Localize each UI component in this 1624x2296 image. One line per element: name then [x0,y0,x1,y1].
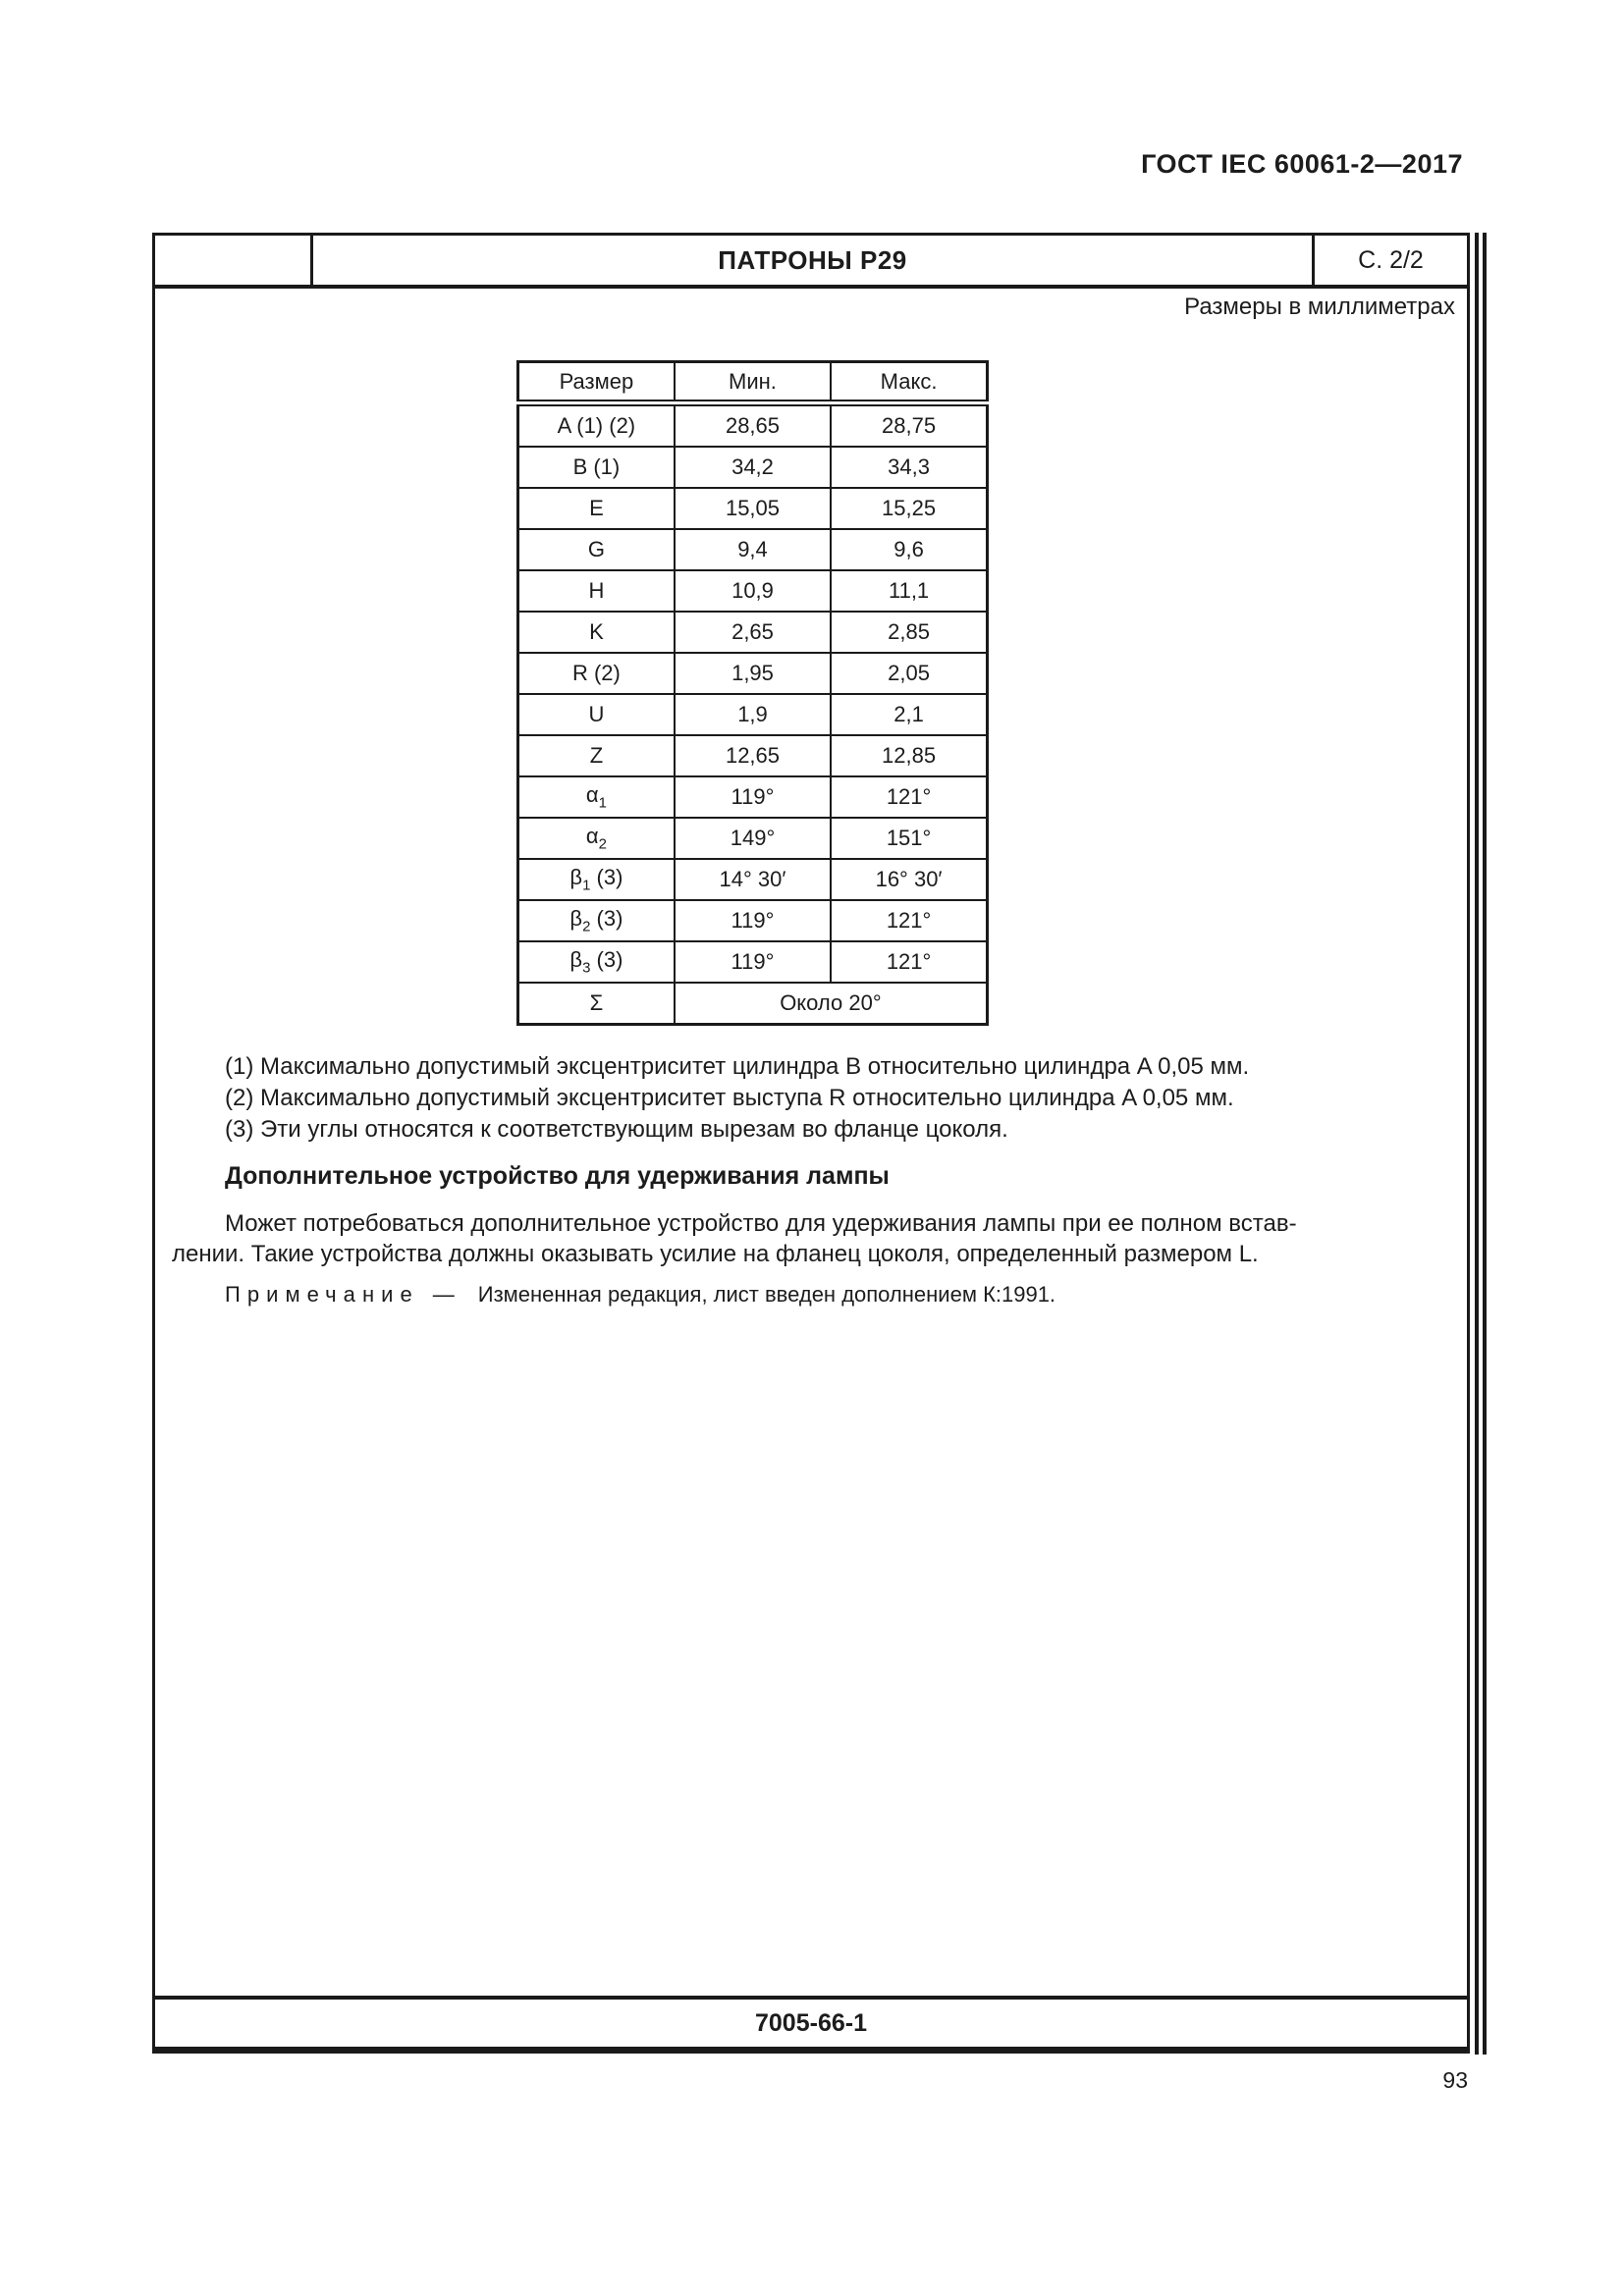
cell-min: 9,4 [673,528,833,571]
sheet-number: 7005-66-1 [755,2008,867,2037]
cell-size: H [516,569,676,613]
table-row: R (2) 1,95 2,05 [516,652,989,695]
cell-size: B (1) [516,446,676,489]
standard-reference: ГОСТ IEC 60061-2—2017 [1141,149,1463,179]
table-row: G 9,4 9,6 [516,528,989,571]
table-row: β3 (3) 119° 121° [516,940,989,984]
table-row: β2 (3) 119° 121° [516,899,989,942]
dimensions-table-head: Размер Мин. Макс. [516,360,989,406]
cell-min: 119° [673,940,833,984]
cell-max: 9,6 [830,528,989,571]
footnote-line: (2) Максимально допустимый эксцентрисите… [225,1085,1234,1111]
remark-text: Измененная редакция, лист введен дополне… [477,1282,1056,1307]
cell-min: 10,9 [673,569,833,613]
sheet-edge-double-line [1475,233,1487,2055]
body-paragraph: Может потребоваться дополнительное устро… [172,1208,1464,1269]
sheet-title: ПАТРОНЫ Р29 [718,244,907,275]
table-row: Σ Около 20° [516,982,989,1026]
sheet-header-band: ПАТРОНЫ Р29 С. 2/2 [155,236,1467,289]
remark-label: Примечание [225,1282,419,1307]
cell-min: 1,95 [673,652,833,695]
units-note: Размеры в миллиметрах [1184,294,1455,320]
footnote-line: (3) Эти углы относятся к соответствующим… [225,1116,1008,1143]
body-paragraph-line: лении. Такие устройства должны оказывать… [172,1241,1259,1267]
cell-min: 119° [673,899,833,942]
table-row: α2 149° 151° [516,817,989,860]
cell-max: 28,75 [830,401,989,448]
table-row: U 1,9 2,1 [516,693,989,736]
cell-max: 34,3 [830,446,989,489]
remark-dash: — [432,1282,455,1307]
cell-size: G [516,528,676,571]
sheet-frame: ПАТРОНЫ Р29 С. 2/2 Размеры в миллиметрах… [152,233,1470,2054]
body-paragraph-line: Может потребоваться дополнительное устро… [225,1210,1297,1237]
remark-note: Примечание — Измененная редакция, лист вве… [225,1282,1056,1308]
page-number: 93 [1442,2067,1468,2093]
column-header-size: Размер [516,360,676,406]
cell-size: Σ [516,982,676,1026]
sheet-number-band: 7005-66-1 [155,1996,1467,2047]
cell-size: Z [516,734,676,777]
cell-size: U [516,693,676,736]
cell-min: 12,65 [673,734,833,777]
cell-size: K [516,611,676,654]
column-header-min: Мин. [673,360,833,406]
cell-min: 14° 30′ [673,858,833,901]
column-header-max: Макс. [830,360,989,406]
dimensions-table-body: A (1) (2) 28,65 28,75 B (1) 34,2 34,3 E 15,05 15… [516,401,989,1026]
table-row: H 10,9 11,1 [516,569,989,613]
dimensions-table: Размер Мин. Макс. A (1) (2) 28,65 28,75 B (… [516,360,989,1026]
cell-min: 149° [673,817,833,860]
table-row: E 15,05 15,25 [516,487,989,530]
table-row: α1 119° 121° [516,775,989,819]
cell-size: α2 [516,817,676,860]
cell-size: β1 (3) [516,858,676,901]
cell-max: 2,85 [830,611,989,654]
cell-min: 28,65 [673,401,833,448]
cell-max: 2,1 [830,693,989,736]
section-heading: Дополнительное устройство для удерживани… [225,1162,890,1190]
footnotes-block: (1) Максимально допустимый эксцентрисите… [225,1051,1249,1146]
cell-size: β2 (3) [516,899,676,942]
cell-max: 15,25 [830,487,989,530]
cell-max: 121° [830,940,989,984]
cell-size: β3 (3) [516,940,676,984]
table-header-row: Размер Мин. Макс. [516,360,989,406]
sheet-header-empty-cell [155,236,313,285]
cell-size: α1 [516,775,676,819]
cell-merged-value: Около 20° [673,982,989,1026]
cell-min: 34,2 [673,446,833,489]
table-row: B (1) 34,2 34,3 [516,446,989,489]
cell-min: 15,05 [673,487,833,530]
footnote-line: (1) Максимально допустимый эксцентрисите… [225,1053,1250,1080]
cell-max: 121° [830,899,989,942]
cell-max: 16° 30′ [830,858,989,901]
cell-min: 1,9 [673,693,833,736]
table-row: A (1) (2) 28,65 28,75 [516,401,989,448]
cell-max: 2,05 [830,652,989,695]
cell-max: 12,85 [830,734,989,777]
cell-min: 119° [673,775,833,819]
cell-size: R (2) [516,652,676,695]
cell-size: A (1) (2) [516,401,676,448]
cell-min: 2,65 [673,611,833,654]
cell-max: 11,1 [830,569,989,613]
cell-max: 151° [830,817,989,860]
table-row: Z 12,65 12,85 [516,734,989,777]
table-row: K 2,65 2,85 [516,611,989,654]
cell-max: 121° [830,775,989,819]
cell-size: E [516,487,676,530]
table-row: β1 (3) 14° 30′ 16° 30′ [516,858,989,901]
sheet-page-ref: С. 2/2 [1312,236,1467,285]
